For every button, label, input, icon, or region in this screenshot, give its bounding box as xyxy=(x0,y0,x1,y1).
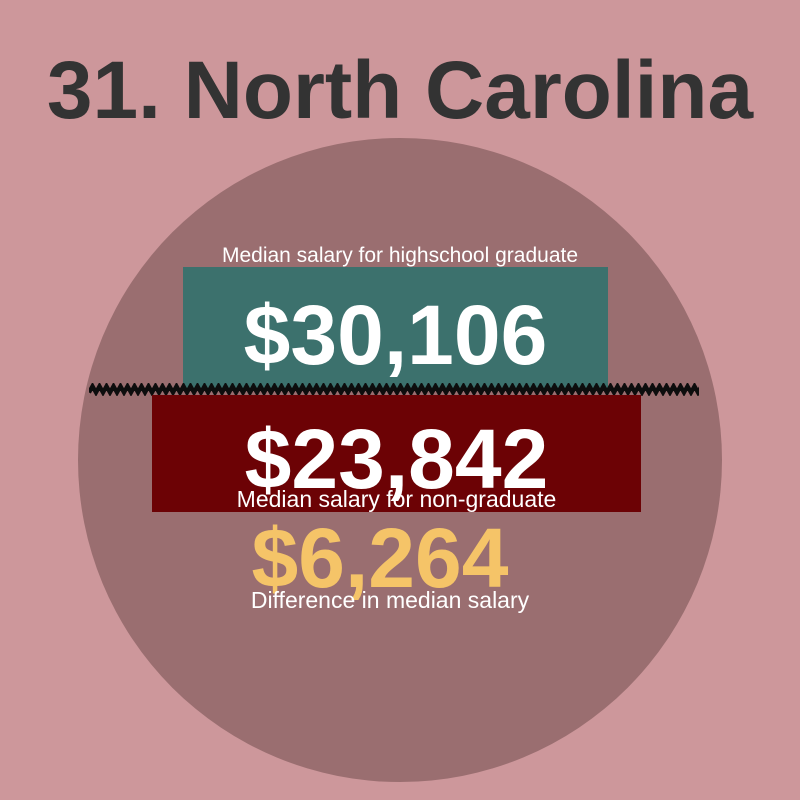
highschool-salary-bar: $30,106 xyxy=(183,267,608,388)
torn-edge-zigzag-line xyxy=(89,383,699,396)
difference-value: $6,264 xyxy=(251,511,509,605)
page-title: 31. North Carolina xyxy=(46,45,754,136)
zigzag-path xyxy=(89,383,699,396)
highschool-salary-value: $30,106 xyxy=(243,288,548,382)
nongraduate-salary-label: Median salary for non-graduate xyxy=(236,486,557,512)
highschool-salary-label: Median salary for highschool graduate xyxy=(221,244,579,267)
nongraduate-salary-bar: $23,842 Median salary for non-graduate xyxy=(152,395,641,512)
nongraduate-salary-value: $23,842 xyxy=(244,412,549,506)
difference-label: Difference in median salary xyxy=(250,587,530,613)
